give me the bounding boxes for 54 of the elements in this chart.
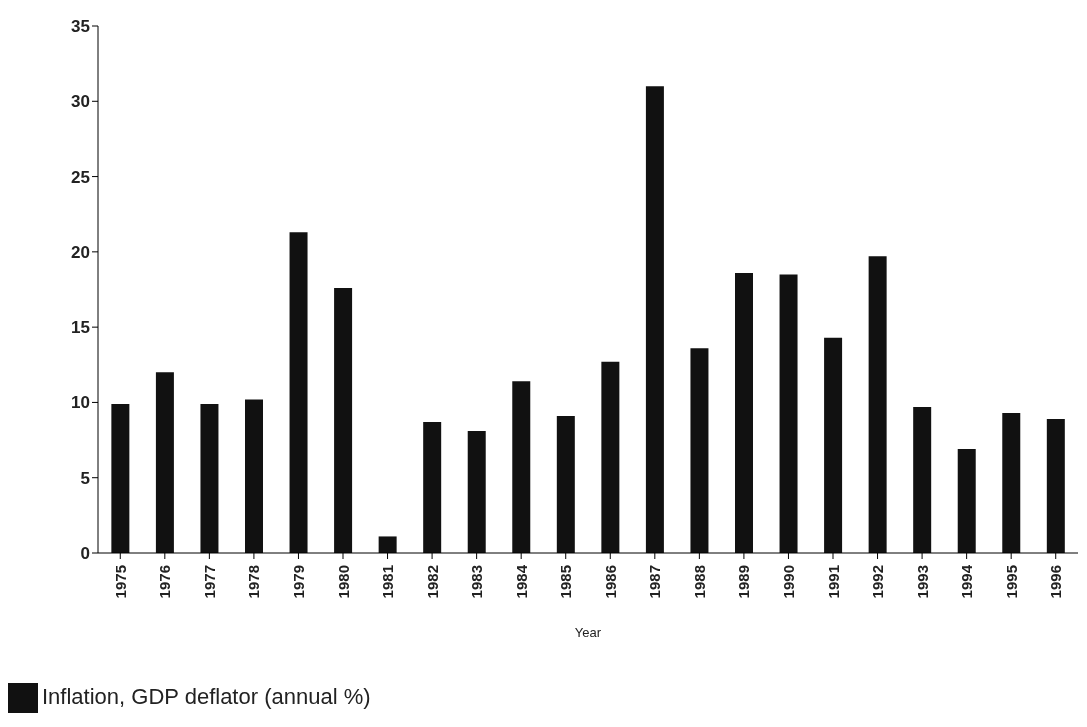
x-tick-label: 1981: [379, 565, 397, 599]
bar: [735, 272, 753, 553]
y-tick-label: 5: [80, 468, 90, 488]
x-tick-label: 1995: [1002, 565, 1020, 599]
x-tick-label: 1986: [601, 565, 619, 599]
legend-label: Inflation, GDP deflator (annual %): [42, 683, 371, 709]
x-tick-label: 1993: [913, 565, 931, 599]
bar: [1002, 412, 1021, 553]
x-tick-label: 1977: [200, 565, 218, 599]
x-tick-label: 1991: [824, 565, 842, 599]
x-tick-label: 1978: [245, 565, 263, 599]
bar: [155, 372, 174, 553]
bar: [868, 256, 887, 553]
x-tick-label: 1989: [735, 565, 753, 599]
bar: [1046, 418, 1065, 553]
x-tick-label: 1990: [779, 565, 797, 599]
bar: [423, 422, 442, 553]
x-tick-label: 1988: [690, 565, 708, 599]
x-tick-label: 1987: [646, 565, 664, 599]
x-tick-label: 1979: [289, 565, 307, 599]
y-tick-label: 10: [71, 393, 90, 413]
x-tick-label: 1975: [111, 565, 129, 599]
x-tick-label: 1983: [468, 565, 486, 599]
bar: [200, 403, 219, 553]
bar: [556, 415, 575, 553]
bar: [245, 399, 263, 553]
bar: [645, 86, 664, 553]
x-tick-label: 1984: [512, 564, 530, 599]
bar: [111, 403, 130, 553]
bar: [913, 406, 932, 553]
bar: [467, 431, 486, 553]
x-tick-label: 1994: [958, 564, 976, 599]
bar: [289, 232, 308, 553]
bar: [957, 449, 976, 553]
bar: [824, 337, 843, 553]
y-tick-label: 25: [71, 167, 90, 187]
bar: [378, 536, 397, 553]
x-tick-label: 1985: [557, 565, 575, 599]
y-tick-label: 15: [71, 318, 90, 338]
y-tick-label: 30: [71, 92, 90, 112]
x-tick-label: 1980: [334, 565, 352, 599]
bar: [601, 361, 620, 553]
y-tick-label: 0: [80, 544, 90, 564]
x-tick-label: 1992: [869, 565, 887, 599]
bar: [779, 274, 798, 553]
y-tick-label: 35: [71, 17, 90, 37]
bar: [334, 287, 353, 553]
x-tick-label: 1976: [156, 565, 174, 599]
x-tick-label: 1996: [1047, 565, 1065, 599]
bar: [690, 348, 709, 553]
y-tick-label: 20: [71, 242, 90, 262]
x-tick-label: 1982: [423, 565, 441, 599]
bar: [512, 381, 531, 553]
x-axis-title: Year: [574, 625, 602, 640]
